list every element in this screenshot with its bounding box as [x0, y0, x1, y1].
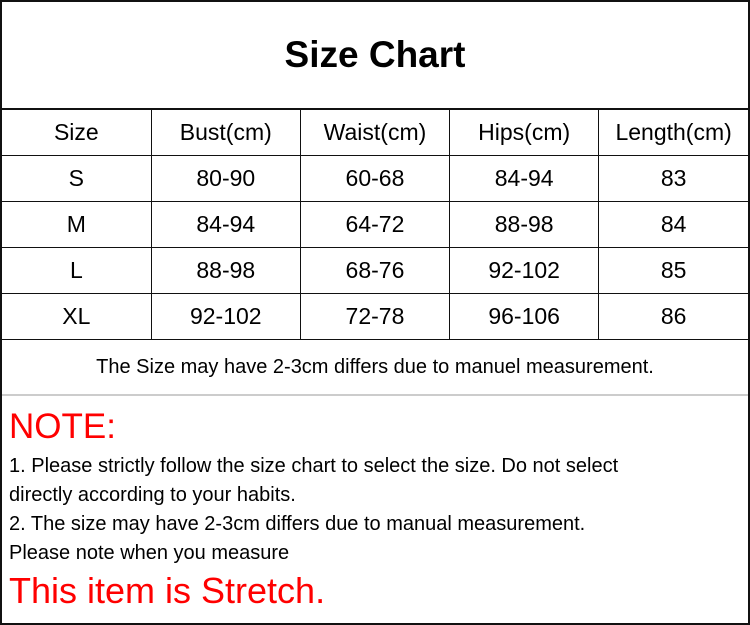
table-cell: 85 — [598, 247, 748, 294]
note-line: 2. The size may have 2-3cm differs due t… — [9, 513, 586, 535]
table-cell: 64-72 — [299, 201, 451, 248]
page-title: Size Chart — [2, 2, 748, 109]
note-line: directly according to your habits. — [9, 484, 296, 506]
header-cell: Size — [2, 109, 152, 156]
stretch-notice: This item is Stretch. — [9, 570, 326, 611]
table-cell: 80-90 — [150, 155, 301, 202]
table-row: L 88-98 68-76 92-102 85 — [2, 247, 748, 294]
table-cell: 92-102 — [150, 293, 301, 340]
table-cell: 83 — [598, 155, 748, 202]
table-header-row: Size Bust(cm) Waist(cm) Hips(cm) Length(… — [2, 109, 748, 156]
note-line: Please note when you measure — [9, 542, 290, 564]
measurement-note: The Size may have 2-3cm differs due to m… — [2, 341, 748, 396]
size-table: Size Bust(cm) Waist(cm) Hips(cm) Length(… — [2, 109, 748, 340]
header-cell: Hips(cm) — [449, 109, 600, 156]
table-row: M 84-94 64-72 88-98 84 — [2, 201, 748, 248]
note-heading: NOTE: — [9, 407, 116, 446]
table-cell: 60-68 — [299, 155, 451, 202]
table-row: XL 92-102 72-78 96-106 86 — [2, 293, 748, 340]
header-cell: Waist(cm) — [299, 109, 451, 156]
table-cell: 84-94 — [449, 155, 600, 202]
table-cell: 96-106 — [449, 293, 600, 340]
table-cell: S — [2, 155, 152, 202]
table-cell: M — [2, 201, 152, 248]
table-cell: L — [2, 247, 152, 294]
table-cell: 84 — [598, 201, 748, 248]
table-cell: 86 — [598, 293, 748, 340]
table-cell: 84-94 — [150, 201, 301, 248]
table-row: S 80-90 60-68 84-94 83 — [2, 155, 748, 202]
header-cell: Length(cm) — [598, 109, 748, 156]
table-cell: 92-102 — [449, 247, 600, 294]
table-cell: 88-98 — [449, 201, 600, 248]
table-cell: 88-98 — [150, 247, 301, 294]
note-line: 1. Please strictly follow the size chart… — [9, 455, 619, 477]
table-cell: 68-76 — [299, 247, 451, 294]
table-cell: 72-78 — [299, 293, 451, 340]
table-cell: XL — [2, 293, 152, 340]
header-cell: Bust(cm) — [150, 109, 301, 156]
